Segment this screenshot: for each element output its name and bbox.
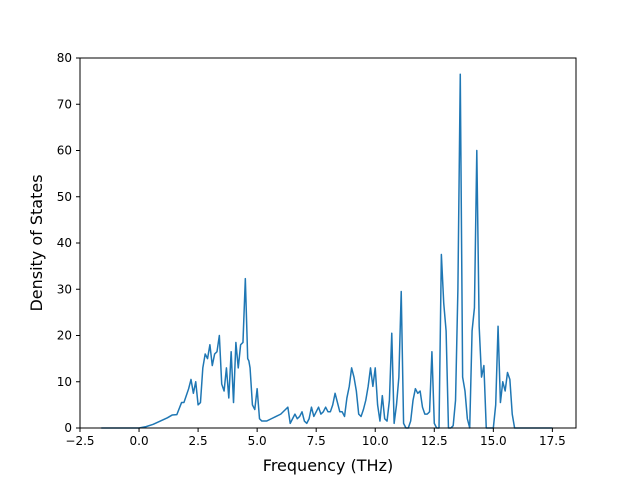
y-axis-label: Density of States [27,174,46,311]
x-tick-label: 12.5 [421,434,448,448]
x-tick-label: 2.5 [189,434,208,448]
y-tick-label: 60 [57,144,72,158]
y-tick-label: 50 [57,190,72,204]
y-tick-label: 10 [57,375,72,389]
y-tick-label: 0 [64,421,72,435]
y-tick-label: 80 [57,51,72,65]
y-tick-label: 30 [57,282,72,296]
x-tick-label: −2.5 [65,434,94,448]
x-tick-label: 17.5 [539,434,566,448]
x-tick-label: 0.0 [130,434,149,448]
x-tick-label: 5.0 [248,434,267,448]
dos-series-line [101,73,553,429]
plot-area [80,58,576,428]
y-tick-label: 70 [57,97,72,111]
x-tick-label: 7.5 [307,434,326,448]
y-tick-label: 20 [57,329,72,343]
data-layer [101,73,553,429]
x-tick-label: 10.0 [362,434,389,448]
ticks-layer: −2.5 0.0 2.5 5.0 7.5 10.0 12.5 15.0 17.5 0 10 20 30 4… [57,51,566,448]
x-axis-label: Frequency (THz) [263,456,393,475]
x-tick-label: 15.0 [480,434,507,448]
plot-frame [79,57,577,429]
y-tick-label: 40 [57,236,72,250]
